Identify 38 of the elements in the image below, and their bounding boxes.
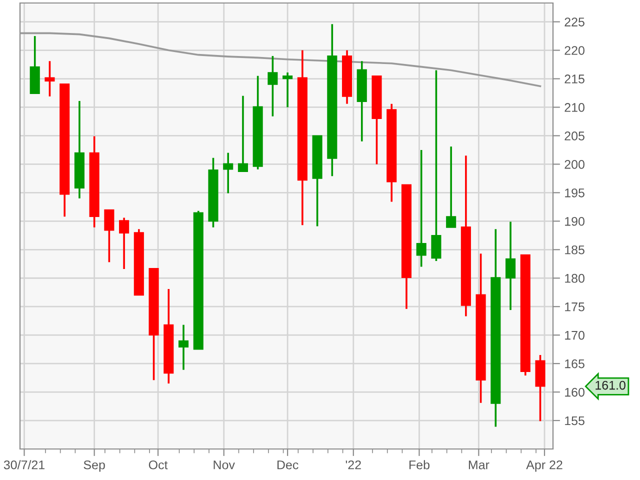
y-tick-label: 215 [564, 74, 584, 84]
y-tick-label: 190 [565, 216, 584, 226]
candlestick [268, 55, 278, 118]
x-tick-label: Mar [468, 460, 490, 470]
line-series [20, 32, 542, 88]
y-tick-label: 155 [565, 416, 584, 426]
candlestick [416, 149, 426, 268]
candlestick [238, 94, 248, 173]
candlestick [104, 208, 114, 264]
y-tick-label: 200 [564, 160, 584, 169]
y-tick-label: 205 [564, 132, 584, 140]
candlestick [506, 220, 516, 311]
candlestick [223, 152, 234, 194]
x-tick-label: Feb [409, 460, 430, 470]
candlestick [44, 60, 55, 98]
y-tick-label: 220 [564, 46, 584, 55]
y-tick-label: 185 [565, 245, 584, 254]
candlestick [282, 72, 293, 108]
text: 161.0 [596, 380, 626, 390]
y-tick-label: 210 [564, 103, 584, 112]
x-tick-label: Dec [277, 460, 298, 470]
y-tick-label: 165 [565, 359, 584, 368]
x-tick-label: Sep [84, 460, 105, 472]
y-tick-label: 195 [565, 188, 584, 198]
y-tick-label: 175 [565, 302, 584, 312]
candlestick [119, 216, 130, 270]
y-tick-label: 225 [564, 18, 584, 26]
x-tick-label: Oct [148, 460, 168, 470]
y-tick-label: 160 [565, 388, 584, 397]
candlestick [446, 146, 456, 228]
candlestick [431, 69, 442, 262]
x-tick-label: '22 [346, 460, 361, 470]
y-tick-label: 180 [565, 274, 584, 283]
y-tick-label: 170 [565, 330, 584, 340]
candlestick [178, 324, 189, 371]
x-tick-label: Apr 22 [526, 460, 562, 472]
x-tick-label: Nov [214, 460, 235, 470]
x-tick-label: 30/7/21 [4, 460, 44, 470]
